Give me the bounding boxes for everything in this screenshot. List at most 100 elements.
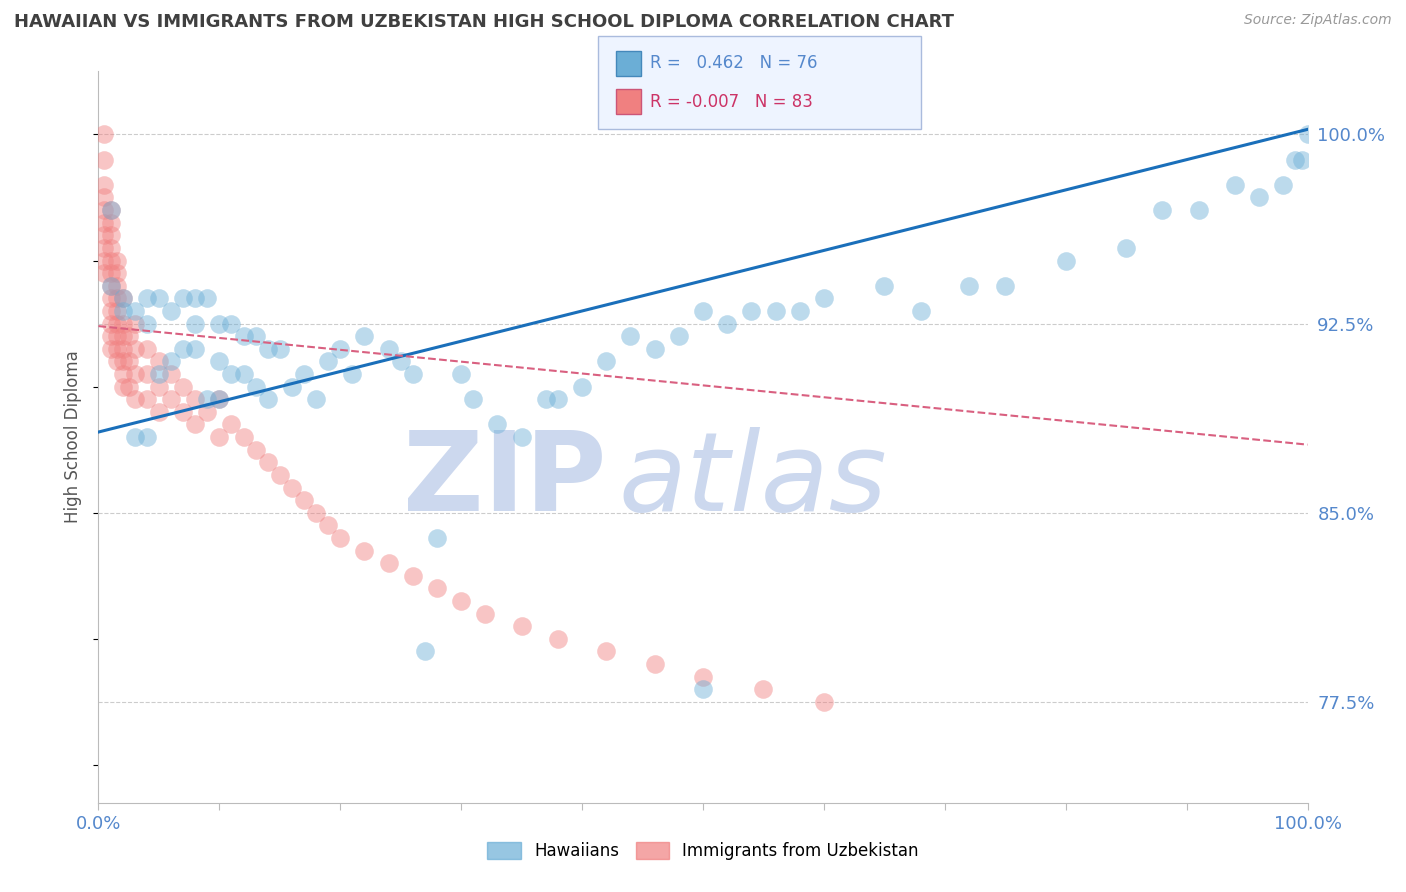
Point <box>873 278 896 293</box>
Point <box>644 657 666 671</box>
Point <box>148 367 170 381</box>
Point <box>111 291 134 305</box>
Point <box>281 481 304 495</box>
Point <box>232 367 254 381</box>
Point <box>534 392 557 407</box>
Legend: Hawaiians, Immigrants from Uzbekistan: Hawaiians, Immigrants from Uzbekistan <box>488 842 918 860</box>
Point <box>1284 153 1306 167</box>
Point <box>93 216 115 230</box>
Point <box>172 291 194 305</box>
Point <box>93 128 115 142</box>
Point <box>100 228 122 243</box>
Point <box>595 354 617 368</box>
Point <box>510 430 533 444</box>
Point <box>595 644 617 658</box>
Point <box>93 153 115 167</box>
Point <box>292 367 315 381</box>
Point <box>450 367 472 381</box>
Point <box>100 278 122 293</box>
Point <box>377 556 399 570</box>
Point <box>105 253 128 268</box>
Point <box>105 278 128 293</box>
Point <box>668 329 690 343</box>
Point <box>124 317 146 331</box>
Point <box>1054 253 1077 268</box>
Point <box>100 216 122 230</box>
Point <box>93 241 115 255</box>
Point <box>105 354 128 368</box>
Point <box>1296 128 1319 142</box>
Point <box>571 379 593 393</box>
Point <box>269 467 291 482</box>
Point <box>100 241 122 255</box>
Point <box>93 266 115 280</box>
Point <box>135 342 157 356</box>
Point <box>111 379 134 393</box>
Point <box>256 455 278 469</box>
Point <box>172 405 194 419</box>
Point <box>124 304 146 318</box>
Point <box>765 304 787 318</box>
Point <box>329 342 352 356</box>
Point <box>1249 190 1271 204</box>
Point <box>208 354 231 368</box>
Point <box>111 354 134 368</box>
Point <box>305 506 328 520</box>
Point <box>1115 241 1137 255</box>
Text: HAWAIIAN VS IMMIGRANTS FROM UZBEKISTAN HIGH SCHOOL DIPLOMA CORRELATION CHART: HAWAIIAN VS IMMIGRANTS FROM UZBEKISTAN H… <box>14 13 955 31</box>
Point <box>547 632 569 646</box>
Point <box>994 278 1017 293</box>
Point <box>172 379 194 393</box>
Point <box>135 291 157 305</box>
Point <box>692 304 714 318</box>
Point <box>148 379 170 393</box>
Point <box>245 329 267 343</box>
Point <box>148 405 170 419</box>
Point <box>353 329 375 343</box>
Point <box>100 291 122 305</box>
Point <box>184 291 207 305</box>
Point <box>692 682 714 697</box>
Point <box>789 304 811 318</box>
Point <box>426 582 449 596</box>
Text: atlas: atlas <box>619 427 887 534</box>
Point <box>100 329 122 343</box>
Point <box>619 329 641 343</box>
Point <box>245 442 267 457</box>
Point <box>184 317 207 331</box>
Point <box>1272 178 1295 192</box>
Point <box>195 405 218 419</box>
Point <box>329 531 352 545</box>
Point <box>148 354 170 368</box>
Point <box>111 342 134 356</box>
Point <box>195 291 218 305</box>
Point <box>281 379 304 393</box>
Point <box>342 367 364 381</box>
Point <box>256 342 278 356</box>
Point <box>245 379 267 393</box>
Point <box>752 682 775 697</box>
Point <box>124 430 146 444</box>
Point <box>160 304 183 318</box>
Point <box>305 392 328 407</box>
Point <box>402 367 425 381</box>
Point <box>716 317 738 331</box>
Point <box>105 342 128 356</box>
Point <box>184 342 207 356</box>
Point <box>111 329 134 343</box>
Point <box>148 291 170 305</box>
Point <box>111 291 134 305</box>
Point <box>100 342 122 356</box>
Point <box>105 266 128 280</box>
Point <box>111 317 134 331</box>
Point <box>1188 203 1211 218</box>
Point <box>105 317 128 331</box>
Point <box>160 367 183 381</box>
Point <box>232 329 254 343</box>
Point <box>208 317 231 331</box>
Point <box>1152 203 1174 218</box>
Point <box>957 278 980 293</box>
Point <box>389 354 412 368</box>
Point <box>426 531 449 545</box>
Point <box>195 392 218 407</box>
